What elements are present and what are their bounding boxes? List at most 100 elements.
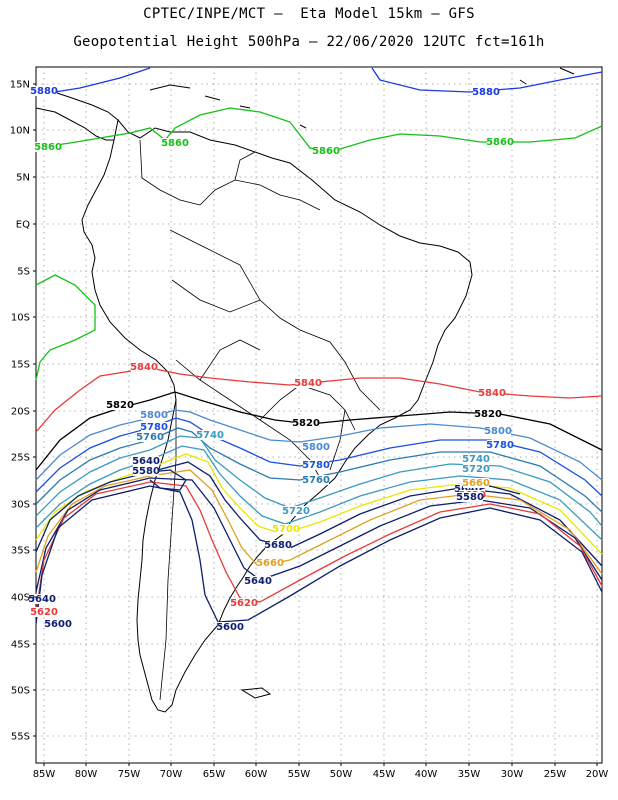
contour-label: 5860 [312, 146, 340, 157]
lat-tick-label: 25S [11, 453, 30, 464]
contour-label: 5780 [140, 422, 168, 433]
contour-label-bg [137, 432, 163, 442]
lat-tick-label: EQ [16, 220, 30, 231]
lat-tick-label: 50S [11, 686, 30, 697]
contour-5720 [35, 445, 603, 541]
contour-label-bg [35, 142, 61, 152]
map-title-line2: Geopotential Height 500hPa – 22/06/2020 … [73, 34, 545, 50]
lon-tick-label: 25W [544, 769, 567, 780]
lon-tick-label: 50W [330, 769, 353, 780]
lat-tick-label: 5S [17, 267, 30, 278]
contour-label: 5880 [30, 86, 58, 97]
contour-label: 5600 [44, 619, 72, 630]
contour-label: 5680 [264, 540, 292, 551]
lon-tick-label: 45W [373, 769, 396, 780]
lat-lon-grid [36, 67, 602, 763]
map-frame [35, 66, 603, 764]
contour-label-bg [107, 400, 133, 410]
contour-label: 5660 [462, 478, 490, 489]
contour-label-bg [473, 87, 499, 97]
contour-labels: 5880 5880 5860 5860 5860 5860 5840 5840 5840 5820… [28, 86, 514, 633]
south-america-coast [81, 118, 473, 713]
latitude-labels: 15N 10N 5N EQ 5S 10S 15S 20S 25S 30S 35S 40S 45S 50S 5… [10, 80, 36, 743]
contour-label-bg [303, 460, 329, 470]
contour-label: 5840 [294, 378, 322, 389]
lon-tick-label: 70W [160, 769, 183, 780]
lat-tick-label: 35S [11, 546, 30, 557]
lat-tick-label: 40S [11, 593, 30, 604]
contour-label: 5880 [472, 87, 500, 98]
contour-label: 5760 [136, 432, 164, 443]
contour-label: 5740 [462, 454, 490, 465]
contour-label-bg [31, 607, 57, 617]
contour-label: 5660 [256, 558, 284, 569]
contour-5880 [35, 67, 603, 96]
contour-label-bg [475, 409, 501, 419]
lat-tick-label: 5N [16, 173, 30, 184]
contour-label-bg [231, 598, 257, 608]
contour-label-bg [485, 426, 511, 436]
falkland-islands [240, 687, 272, 699]
lon-tick-label: 60W [245, 769, 268, 780]
contour-label-bg [293, 418, 319, 428]
contour-5860-pacific [35, 274, 96, 381]
contour-label: 5700 [272, 524, 300, 535]
contour-label-bg [457, 492, 483, 502]
contour-label: 5820 [106, 400, 134, 411]
lon-tick-label: 30W [501, 769, 524, 780]
lat-tick-label: 10N [10, 126, 30, 137]
contour-label-bg [455, 484, 481, 494]
contour-label: 5640 [132, 456, 160, 467]
contour-label-bg [245, 576, 271, 586]
contour-label-bg [45, 619, 71, 629]
contour-5860 [35, 107, 603, 153]
lat-tick-label: 10S [11, 313, 30, 324]
lon-tick-label: 85W [33, 769, 56, 780]
contour-label: 5840 [478, 388, 506, 399]
contour-label: 5780 [302, 460, 330, 471]
contour-label: 5600 [216, 622, 244, 633]
contour-label-bg [479, 388, 505, 398]
lat-tick-label: 15S [11, 360, 30, 371]
contour-label: 5640 [454, 484, 482, 495]
contour-label: 5620 [30, 607, 58, 618]
contour-label: 5800 [140, 410, 168, 421]
contour-label: 5820 [292, 418, 320, 429]
lat-tick-label: 45S [11, 640, 30, 651]
caribbean-islands [149, 67, 575, 129]
contour-label-bg [29, 594, 55, 604]
contour-label: 5760 [302, 475, 330, 486]
contour-label-bg [273, 524, 299, 534]
contour-label-bg [257, 558, 283, 568]
country-borders [139, 139, 381, 701]
contour-label: 5800 [302, 442, 330, 453]
contour-label-bg [303, 442, 329, 452]
lon-tick-label: 55W [288, 769, 311, 780]
longitude-labels: 85W 80W 75W 70W 65W 60W 55W 50W 45W 40W 35W 30W 25W 2… [33, 763, 608, 780]
contour-label-bg [31, 86, 57, 96]
contour-label-bg [463, 454, 489, 464]
contour-label-bg [217, 622, 243, 632]
lat-tick-label: 20S [11, 407, 30, 418]
lat-tick-label: 30S [11, 500, 30, 511]
lon-tick-label: 75W [118, 769, 141, 780]
contour-5640 [35, 477, 603, 593]
contour-label: 5620 [230, 598, 258, 609]
lon-tick-label: 80W [75, 769, 98, 780]
contour-label-bg [131, 362, 157, 372]
contour-label-bg [303, 475, 329, 485]
contour-label-bg [463, 464, 489, 474]
lat-tick-label: 55S [11, 732, 30, 743]
contour-label: 5860 [161, 138, 189, 149]
contour-label: 5640 [244, 576, 272, 587]
contour-label-bg [265, 540, 291, 550]
contour-label: 5580 [456, 492, 484, 503]
contour-label: 5860 [486, 137, 514, 148]
contour-label: 5840 [130, 362, 158, 373]
contour-label-bg [133, 456, 159, 466]
contour-label-bg [283, 506, 309, 516]
contour-label-bg [141, 410, 167, 420]
contour-label-bg [463, 478, 489, 488]
contour-label: 5820 [474, 409, 502, 420]
